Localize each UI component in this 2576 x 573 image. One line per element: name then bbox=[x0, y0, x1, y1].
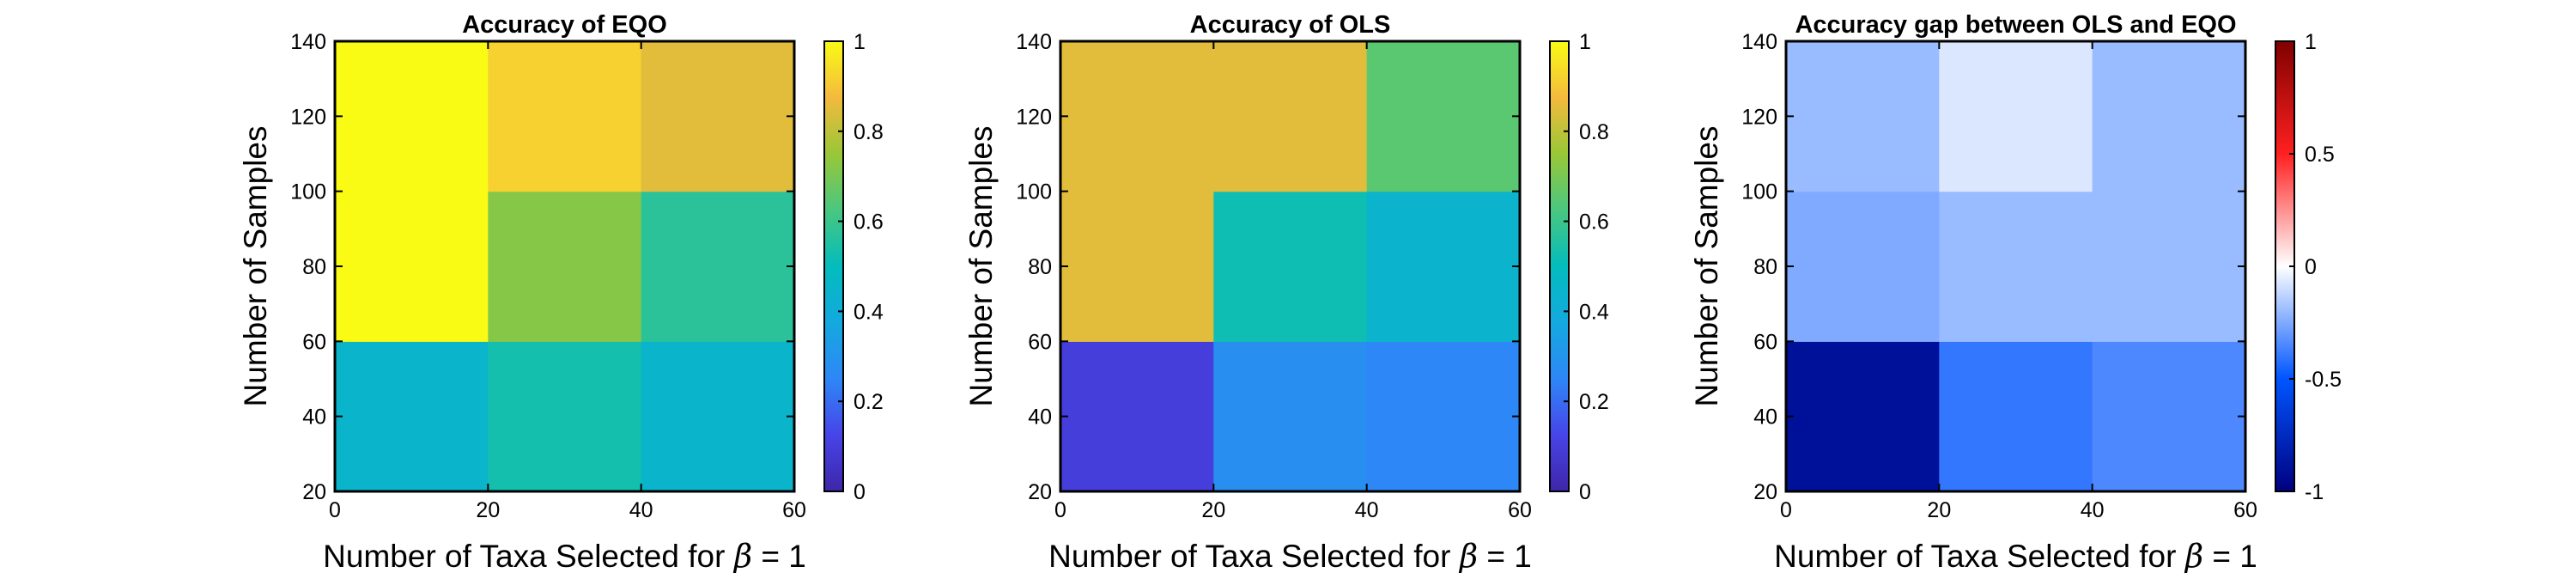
colorbar-tick-label: 0.8 bbox=[1579, 120, 1609, 144]
x-tick-label: 60 bbox=[1508, 498, 1532, 522]
heatmap-cell bbox=[641, 341, 795, 492]
chart-title: Accuracy of EQO bbox=[462, 11, 667, 39]
heatmap-cell bbox=[1786, 191, 1940, 342]
colorbar-tick-label: 0 bbox=[1579, 480, 1591, 504]
heatmap-cell bbox=[488, 41, 642, 192]
y-tick-label: 140 bbox=[290, 30, 326, 54]
heatmap-cell bbox=[1213, 191, 1368, 342]
y-axis-label: Number of Samples bbox=[963, 126, 999, 407]
x-axis-label: Number of Taxa Selected for β = 1 bbox=[323, 538, 806, 573]
y-tick-label: 60 bbox=[302, 330, 326, 354]
y-tick-label: 120 bbox=[1741, 105, 1777, 129]
chart-title: Accuracy of OLS bbox=[1190, 11, 1391, 39]
x-tick-label: 0 bbox=[1054, 498, 1066, 522]
colorbar-tick-label: 1 bbox=[1579, 30, 1591, 54]
heatmap-cell bbox=[335, 41, 489, 192]
y-tick-label: 80 bbox=[302, 255, 326, 279]
x-tick-label: 20 bbox=[1201, 498, 1225, 522]
y-axis-label: Number of Samples bbox=[238, 126, 273, 407]
heatmap-cell bbox=[1939, 41, 2093, 192]
colorbar-tick-label: 0.8 bbox=[854, 120, 884, 144]
x-tick-label: 0 bbox=[1780, 498, 1792, 522]
heatmap-cell bbox=[1366, 41, 1521, 192]
colorbar bbox=[823, 40, 844, 492]
y-tick-label: 100 bbox=[290, 180, 326, 204]
colorbar-tick-label: -1 bbox=[2305, 480, 2324, 504]
x-tick-label: 20 bbox=[1927, 498, 1951, 522]
heatmap-cell bbox=[1366, 341, 1521, 492]
colorbar-tick-label: 0 bbox=[854, 480, 866, 504]
colorbar-tick-label: 0 bbox=[2305, 255, 2317, 279]
y-tick-label: 60 bbox=[1028, 330, 1052, 354]
heatmap-cell bbox=[1939, 191, 2093, 342]
colorbar-tick-label: 1 bbox=[2305, 30, 2317, 54]
heatmap-cell bbox=[488, 341, 642, 492]
y-tick-label: 100 bbox=[1741, 180, 1777, 204]
colorbar-tick-label: 0.5 bbox=[2305, 143, 2335, 167]
y-tick-label: 40 bbox=[1753, 405, 1777, 430]
x-tick-label: 40 bbox=[1355, 498, 1379, 522]
colorbar bbox=[1549, 40, 1570, 492]
chart-title: Accuracy gap between OLS and EQO bbox=[1795, 11, 2236, 39]
heatmap-cell bbox=[335, 191, 489, 342]
colorbar-tick-label: 0.4 bbox=[854, 300, 884, 324]
x-tick-label: 40 bbox=[2081, 498, 2105, 522]
x-axis-label: Number of Taxa Selected for β = 1 bbox=[1774, 538, 2257, 573]
x-tick-label: 60 bbox=[2233, 498, 2257, 522]
x-tick-label: 40 bbox=[629, 498, 653, 522]
heatmap-cell bbox=[641, 191, 795, 342]
y-tick-label: 140 bbox=[1016, 30, 1052, 54]
y-axis-label: Number of Samples bbox=[1689, 126, 1724, 407]
colorbar-tick-label: 0.4 bbox=[1579, 300, 1609, 324]
y-tick-label: 20 bbox=[302, 480, 326, 504]
y-tick-label: 60 bbox=[1753, 330, 1777, 354]
y-tick-label: 20 bbox=[1028, 480, 1052, 504]
heatmap-cell bbox=[641, 41, 795, 192]
heatmap-cell bbox=[1786, 41, 1940, 192]
colorbar-tick-label: 0.2 bbox=[854, 390, 884, 414]
heatmap-cell bbox=[2092, 191, 2246, 342]
y-tick-label: 80 bbox=[1028, 255, 1052, 279]
colorbar-tick-label: 0.2 bbox=[1579, 390, 1609, 414]
y-tick-label: 140 bbox=[1741, 30, 1777, 54]
heatmap-cell bbox=[1366, 191, 1521, 342]
x-tick-label: 0 bbox=[329, 498, 341, 522]
y-tick-label: 120 bbox=[1016, 105, 1052, 129]
heatmap-cell bbox=[1060, 41, 1214, 192]
heatmap-cell bbox=[488, 191, 642, 342]
heatmap-cell bbox=[335, 341, 489, 492]
x-tick-label: 60 bbox=[782, 498, 806, 522]
x-tick-label: 20 bbox=[476, 498, 500, 522]
heatmap-cell bbox=[1060, 191, 1214, 342]
y-tick-label: 20 bbox=[1753, 480, 1777, 504]
y-tick-label: 40 bbox=[302, 405, 326, 430]
heatmap-cell bbox=[1060, 341, 1214, 492]
colorbar-tick-label: -0.5 bbox=[2305, 368, 2342, 392]
colorbar-tick-label: 0.6 bbox=[854, 210, 884, 235]
heatmap-cell bbox=[2092, 341, 2246, 492]
y-tick-label: 100 bbox=[1016, 180, 1052, 204]
y-tick-label: 40 bbox=[1028, 405, 1052, 430]
y-tick-label: 120 bbox=[290, 105, 326, 129]
colorbar-tick-label: 1 bbox=[854, 30, 866, 54]
heatmap-cell bbox=[1213, 41, 1368, 192]
x-axis-label: Number of Taxa Selected for β = 1 bbox=[1048, 538, 1532, 573]
colorbar-tick-label: 0.6 bbox=[1579, 210, 1609, 235]
heatmap-cell bbox=[1939, 341, 2093, 492]
heatmap-cell bbox=[1213, 341, 1368, 492]
y-tick-label: 80 bbox=[1753, 255, 1777, 279]
heatmap-cell bbox=[2092, 41, 2246, 192]
heatmap-cell bbox=[1786, 341, 1940, 492]
